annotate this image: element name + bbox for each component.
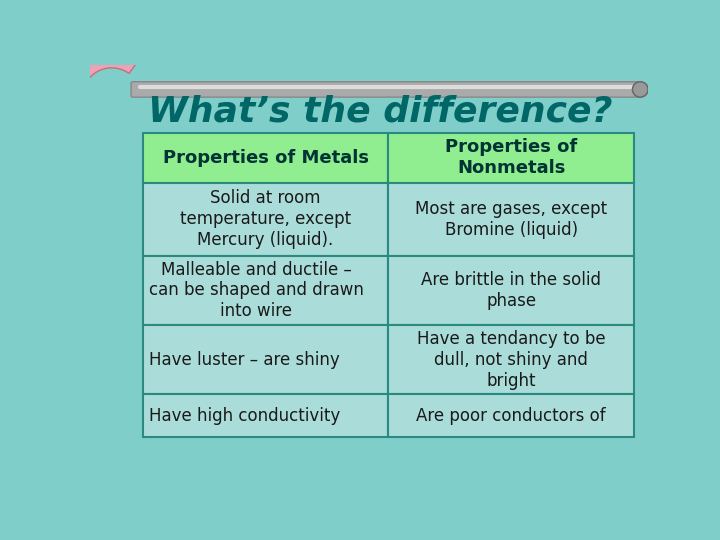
Bar [143, 394, 388, 437]
Text: Most are gases, except
Bromine (liquid): Most are gases, except Bromine (liquid) [415, 200, 607, 239]
Text: Properties of Metals: Properties of Metals [163, 148, 369, 166]
Text: Malleable and ductile –
can be shaped and drawn
into wire: Malleable and ductile – can be shaped an… [149, 261, 364, 320]
Bar [143, 183, 388, 256]
Bar [388, 325, 634, 394]
Text: Are brittle in the solid
phase: Are brittle in the solid phase [421, 271, 601, 310]
Circle shape [632, 82, 648, 97]
Bar [388, 394, 634, 437]
Text: Solid at room
temperature, except
Mercury (liquid).: Solid at room temperature, except Mercur… [180, 190, 351, 249]
Bar [388, 183, 634, 256]
Bar [388, 256, 634, 325]
Bar [143, 325, 388, 394]
Circle shape [632, 82, 648, 97]
FancyBboxPatch shape [131, 82, 642, 97]
Bar [143, 132, 388, 183]
Text: What’s the difference?: What’s the difference? [148, 94, 613, 128]
Text: Are poor conductors of: Are poor conductors of [416, 407, 606, 424]
Text: Have luster – are shiny: Have luster – are shiny [149, 350, 340, 369]
Text: Have high conductivity: Have high conductivity [149, 407, 340, 424]
Bar [143, 256, 388, 325]
Text: Properties of
Nonmetals: Properties of Nonmetals [445, 138, 577, 177]
Bar [388, 132, 634, 183]
Text: Have a tendancy to be
dull, not shiny and
bright: Have a tendancy to be dull, not shiny an… [417, 330, 606, 389]
Polygon shape [63, 49, 140, 125]
